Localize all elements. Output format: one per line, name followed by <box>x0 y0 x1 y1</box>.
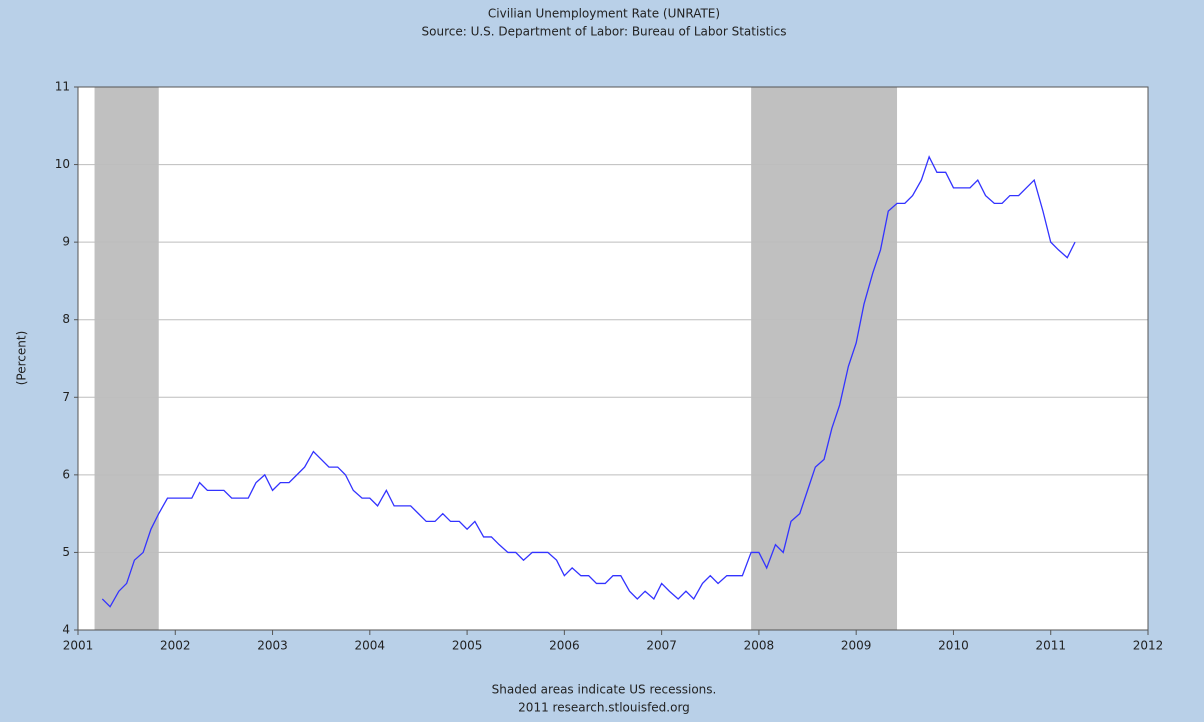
y-tick-label: 6 <box>62 467 70 481</box>
x-tick-label: 2010 <box>938 639 969 653</box>
note: Shaded areas indicate US recessions. <box>492 683 717 697</box>
y-tick-label: 5 <box>62 545 70 559</box>
y-tick-label: 8 <box>62 312 70 326</box>
credit: 2011 research.stlouisfed.org <box>518 701 690 715</box>
y-tick-label: 10 <box>55 157 70 171</box>
x-tick-label: 2009 <box>841 639 872 653</box>
x-tick-label: 2007 <box>646 639 677 653</box>
x-tick-label: 2004 <box>355 639 386 653</box>
recession-shade <box>751 87 898 630</box>
x-tick-label: 2008 <box>744 639 775 653</box>
chart-title: Civilian Unemployment Rate (UNRATE) <box>488 7 720 21</box>
y-tick-label: 11 <box>55 80 70 94</box>
y-tick-label: 4 <box>62 623 70 637</box>
x-tick-label: 2002 <box>160 639 191 653</box>
x-tick-label: 2005 <box>452 639 483 653</box>
x-tick-label: 2003 <box>257 639 288 653</box>
x-tick-label: 2012 <box>1133 639 1164 653</box>
y-tick-label: 7 <box>62 390 70 404</box>
x-tick-label: 2011 <box>1035 639 1066 653</box>
data-line <box>101 155 1076 608</box>
y-axis-label: (Percent) <box>15 331 29 386</box>
plot-border <box>77 86 1149 631</box>
x-tick-label: 2001 <box>63 639 94 653</box>
plot-area <box>78 87 1148 630</box>
y-tick-label: 9 <box>62 235 70 249</box>
recession-shade <box>94 87 159 630</box>
chart-subtitle: Source: U.S. Department of Labor: Bureau… <box>422 25 787 39</box>
x-tick-label: 2006 <box>549 639 580 653</box>
